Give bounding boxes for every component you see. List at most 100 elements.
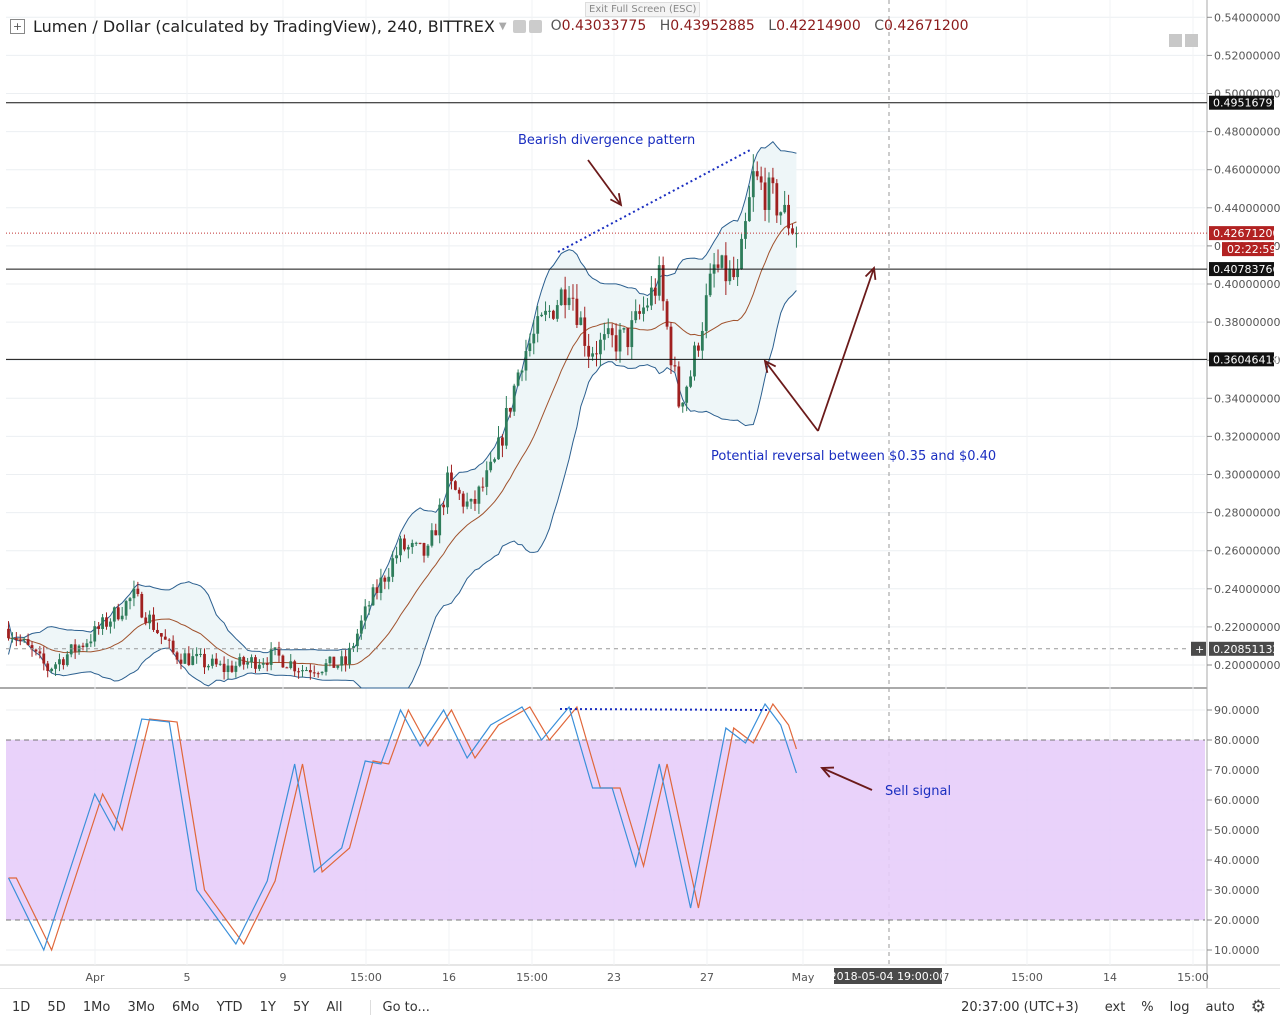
- candle: [387, 568, 391, 590]
- candle: [73, 639, 77, 659]
- candle: [775, 179, 779, 223]
- expand-icon[interactable]: +: [10, 18, 25, 34]
- clock-readout[interactable]: 20:37:00 (UTC+3): [961, 999, 1079, 1015]
- candle: [124, 599, 128, 620]
- symbol-title[interactable]: Lumen / Dollar (calculated by TradingVie…: [33, 16, 495, 36]
- candle-body: [101, 617, 104, 629]
- candle-body: [191, 656, 195, 666]
- candle-body: [332, 656, 336, 668]
- candle: [352, 642, 355, 652]
- candle: [210, 654, 214, 669]
- candle: [747, 185, 751, 222]
- candle-body: [97, 626, 101, 629]
- candle-body: [293, 661, 297, 672]
- candle: [599, 332, 602, 367]
- candle: [195, 647, 199, 664]
- candle-body: [152, 614, 155, 630]
- horizontal-levels: [6, 0, 1207, 965]
- candle: [312, 665, 316, 678]
- ext-toggle[interactable]: ext: [1104, 999, 1126, 1015]
- candle: [716, 249, 720, 273]
- candle: [128, 596, 132, 610]
- time-label-7: 27: [700, 971, 714, 984]
- auto-toggle[interactable]: auto: [1205, 999, 1235, 1015]
- candle-body: [120, 615, 124, 620]
- candle-body: [301, 670, 304, 672]
- candle-body: [422, 542, 426, 556]
- candle: [767, 172, 771, 223]
- candle-body: [403, 538, 406, 550]
- candle: [120, 606, 124, 622]
- candle-body: [218, 663, 222, 665]
- candle-body: [642, 307, 645, 314]
- candle-body: [732, 268, 736, 278]
- candle: [42, 646, 46, 671]
- percent-toggle[interactable]: %: [1141, 999, 1154, 1015]
- chevron-down-icon[interactable]: ▼: [498, 20, 507, 32]
- candle: [105, 612, 108, 630]
- candle-body: [355, 633, 359, 647]
- candle: [606, 318, 610, 339]
- candle: [308, 663, 312, 680]
- price-tick-label-3: 0.26000000: [1214, 545, 1280, 558]
- candle: [89, 634, 93, 648]
- candle: [85, 638, 89, 652]
- candle-body: [465, 501, 469, 507]
- divergence-trendline-price: [557, 148, 753, 253]
- candle: [289, 654, 293, 670]
- candle: [305, 666, 308, 672]
- range-all[interactable]: All: [326, 999, 343, 1015]
- candle: [575, 284, 579, 328]
- range-3mo[interactable]: 3Mo: [127, 999, 155, 1015]
- candle: [548, 305, 551, 319]
- time-label-10: 15:00: [1011, 971, 1043, 984]
- candle-body: [532, 333, 536, 344]
- candle-body: [159, 633, 163, 637]
- candle: [93, 620, 97, 647]
- restore-pane-icon[interactable]: [1185, 34, 1198, 47]
- candle: [685, 385, 689, 412]
- close-icon[interactable]: [528, 19, 542, 33]
- candle-body: [461, 493, 465, 507]
- candle-body: [328, 656, 332, 664]
- range-ytd[interactable]: YTD: [216, 999, 243, 1015]
- range-5y[interactable]: 5Y: [293, 999, 310, 1015]
- candle: [109, 618, 112, 634]
- candle-body: [638, 311, 642, 314]
- range-5d[interactable]: 5D: [47, 999, 66, 1015]
- gear-icon[interactable]: ⚙: [1250, 997, 1266, 1017]
- candle-body: [520, 370, 524, 373]
- candle: [728, 260, 732, 285]
- maximize-pane-icon[interactable]: [1169, 34, 1182, 47]
- candle: [618, 322, 622, 363]
- level-049516791-badge: [1209, 95, 1274, 110]
- stoch-tick-label-1: 20.0000: [1214, 914, 1260, 927]
- candle-body: [128, 598, 132, 602]
- candle: [152, 607, 155, 632]
- candle: [375, 579, 379, 600]
- log-toggle[interactable]: log: [1169, 999, 1190, 1015]
- crosshair-price-label: 0.20851132: [1213, 643, 1279, 656]
- low-value: 0.42214900: [776, 18, 861, 34]
- candle-body: [649, 287, 653, 306]
- exit-fullscreen-button[interactable]: Exit Full Screen (ESC): [585, 2, 701, 17]
- candle: [14, 632, 18, 647]
- range-6mo[interactable]: 6Mo: [172, 999, 200, 1015]
- candle: [700, 322, 704, 360]
- candle-body: [156, 629, 159, 634]
- candle-body: [234, 665, 238, 672]
- range-1mo[interactable]: 1Mo: [82, 999, 111, 1015]
- candle-body: [524, 351, 528, 371]
- candle: [477, 485, 481, 514]
- range-1d[interactable]: 1D: [12, 999, 31, 1015]
- candle-body: [54, 664, 57, 669]
- candle-body: [497, 437, 500, 460]
- range-1y[interactable]: 1Y: [259, 999, 276, 1015]
- candle: [320, 671, 324, 676]
- goto-button[interactable]: Go to...: [369, 999, 430, 1015]
- settings-icon[interactable]: [512, 19, 526, 33]
- sell-arrow-head: [820, 766, 835, 778]
- candle-body: [716, 264, 720, 268]
- candle: [265, 657, 269, 672]
